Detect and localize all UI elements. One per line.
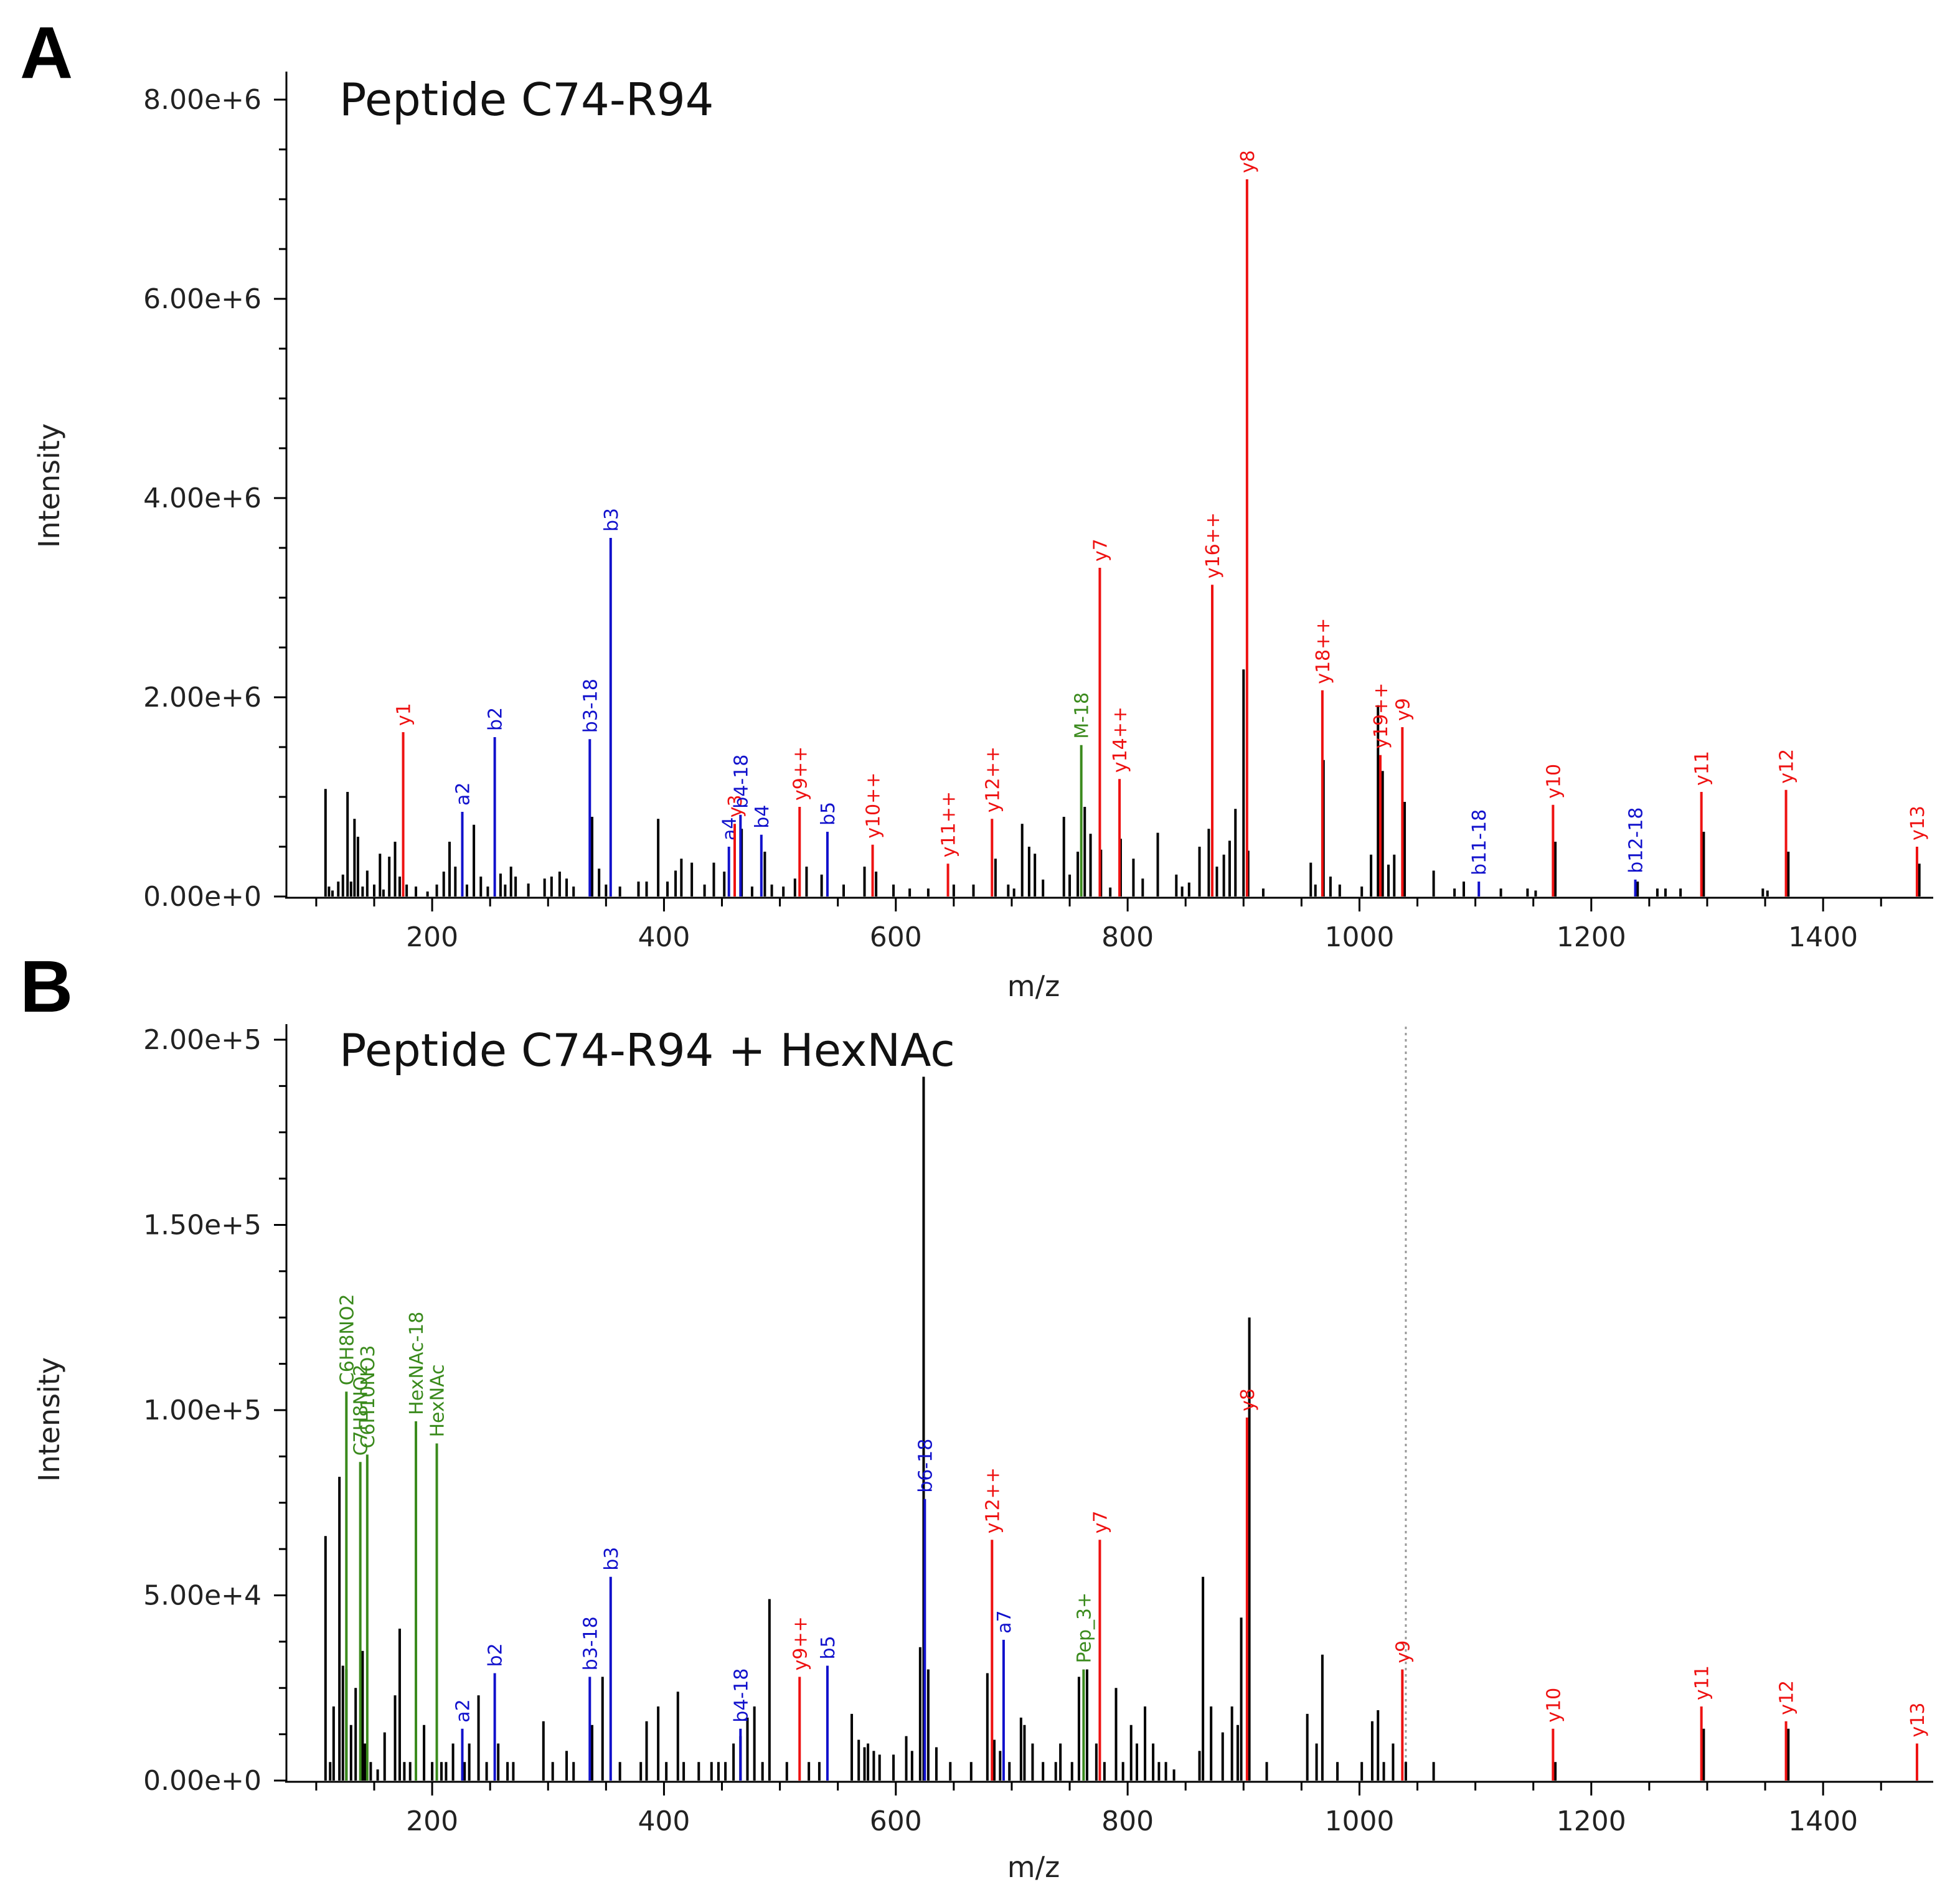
x-tick-label-a: 200: [406, 921, 458, 953]
peak-label-a: b3: [601, 508, 623, 532]
peak-label-a: y14++: [1110, 707, 1131, 773]
x-tick-label-a: 1400: [1788, 921, 1858, 953]
peak-label-b: y10: [1543, 1688, 1565, 1723]
peak-label-a: a2: [453, 783, 474, 806]
peak-label-a: y1: [393, 703, 415, 726]
peak-label-b: y9: [1392, 1640, 1414, 1664]
peak-label-b: a2: [453, 1699, 474, 1722]
y-axis-title-a: Intensity: [32, 423, 66, 548]
peak-label-a: y11++: [938, 791, 960, 857]
y-axis-title-b: Intensity: [32, 1357, 66, 1482]
peak-label-b: y12: [1776, 1680, 1798, 1715]
peak-label-b: y8: [1237, 1388, 1259, 1411]
peak-label-a: y10++: [863, 773, 885, 839]
x-tick-label-a: 1000: [1324, 921, 1394, 953]
peak-label-b: HexNAc-18: [406, 1312, 428, 1415]
peak-label-a: y12: [1776, 749, 1798, 784]
peak-label-a: b12-18: [1626, 807, 1647, 873]
y-tick-label-a: 2.00e+6: [143, 682, 261, 713]
peak-label-a: b3-18: [580, 679, 601, 733]
y-tick-label-b: 5.00e+4: [143, 1580, 261, 1612]
peak-label-a: M-18: [1072, 692, 1093, 739]
peak-label-a: y8: [1237, 150, 1259, 173]
y-tick-label-b: 2.00e+5: [143, 1024, 261, 1056]
peak-label-a: b11-18: [1469, 809, 1491, 875]
peak-label-b: y9++: [789, 1616, 811, 1670]
peak-label-b: a7: [994, 1610, 1015, 1633]
peak-label-b: y13: [1907, 1703, 1929, 1738]
peak-label-a: y13: [1907, 806, 1929, 840]
peak-label-a: y9: [1392, 698, 1414, 721]
panel-letter-b: B: [20, 946, 73, 1028]
chart-panel-b: Peptide C74-R94 + HexNAc Intensity m/z 0…: [32, 1024, 1933, 1884]
peak-label-a: b5: [817, 802, 839, 826]
x-axis-title-b: m/z: [1007, 1850, 1060, 1884]
x-tick-label-b: 600: [870, 1805, 922, 1837]
x-tick-label-b: 200: [406, 1805, 458, 1837]
chart-title-b: Peptide C74-R94 + HexNAc: [339, 1024, 955, 1076]
panel-letter-a: A: [20, 12, 73, 94]
x-tick-label-b: 400: [638, 1805, 690, 1837]
x-tick-label-a: 1200: [1557, 921, 1626, 953]
y-tick-label-a: 4.00e+6: [143, 482, 261, 514]
peak-label-b: y7: [1090, 1510, 1111, 1533]
chart-panel-a: Peptide C74-R94 Intensity m/z 0.00e+0 2.0…: [32, 72, 1933, 1003]
peak-label-b: b3: [601, 1547, 623, 1571]
peak-label-b: b3-18: [580, 1616, 601, 1670]
y-tick-label-a: 0.00e+0: [143, 881, 261, 913]
y-tick-label-b: 1.00e+5: [143, 1395, 261, 1426]
x-tick-label-a: 400: [638, 921, 690, 953]
peak-label-b: b5: [817, 1635, 839, 1659]
peak-label-b: y12++: [982, 1467, 1004, 1533]
peak-label-a: y11: [1692, 751, 1713, 786]
peak-label-b: b4-18: [730, 1668, 752, 1723]
x-tick-label-b: 1400: [1788, 1805, 1858, 1837]
x-axis-title-a: m/z: [1007, 969, 1060, 1003]
peak-label-b: C7H8NO2: [351, 1364, 372, 1456]
chart-title-a: Peptide C74-R94: [339, 73, 714, 126]
peak-label-a: y9++: [789, 746, 811, 801]
peak-label-b: Pep_3+: [1073, 1593, 1095, 1664]
peak-label-a: a4: [719, 817, 741, 840]
peak-label-b: b2: [485, 1643, 507, 1667]
y-tick-label-a: 6.00e+6: [143, 283, 261, 315]
x-tick-label-b: 1200: [1557, 1805, 1626, 1837]
peak-label-a: y19++: [1370, 683, 1392, 749]
peak-label-a: b2: [485, 707, 507, 731]
peak-label-a: y18++: [1312, 618, 1334, 684]
peak-label-a: y16++: [1202, 512, 1224, 578]
peak-label-a: y7: [1090, 539, 1111, 562]
x-tick-label-b: 800: [1101, 1805, 1154, 1837]
peak-label-b: C6H8NO2: [336, 1294, 358, 1385]
y-tick-label-b: 1.50e+5: [143, 1210, 261, 1241]
peak-label-b: HexNAc: [427, 1364, 449, 1437]
x-tick-label-b: 1000: [1324, 1805, 1394, 1837]
y-tick-label-b: 0.00e+0: [143, 1765, 261, 1797]
peak-label-b: b6-18: [915, 1439, 936, 1493]
peak-label-a: b4: [751, 805, 773, 829]
peak-label-a: y12++: [982, 746, 1004, 812]
y-tick-label-a: 8.00e+6: [143, 84, 261, 116]
x-tick-label-a: 600: [870, 921, 922, 953]
peak-label-b: y11: [1692, 1665, 1713, 1700]
peak-label-a: b4-18: [730, 755, 752, 809]
peak-label-b: C6H10NO3: [357, 1345, 379, 1448]
peak-label-a: y3: [725, 794, 747, 817]
x-tick-label-a: 800: [1101, 921, 1154, 953]
peak-label-a: y10: [1543, 764, 1565, 799]
